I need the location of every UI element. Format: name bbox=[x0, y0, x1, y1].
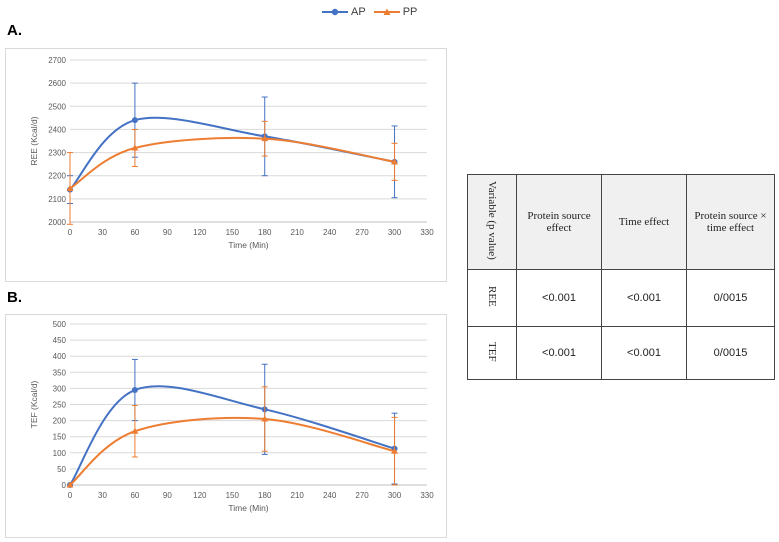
y-axis-label: TEF (Kcal/d) bbox=[29, 380, 39, 428]
y-tick-label: 250 bbox=[53, 401, 67, 410]
table-header-interaction: Protein source × time effect bbox=[686, 174, 775, 270]
series-line-ap bbox=[69, 385, 395, 486]
chart-frame-ree bbox=[5, 48, 447, 282]
x-tick-label: 60 bbox=[130, 228, 139, 237]
data-point-pp bbox=[131, 144, 139, 151]
chart-legend: AP PP bbox=[322, 4, 417, 20]
panel-label-a: A. bbox=[7, 22, 22, 39]
x-axis-label: Time (Min) bbox=[228, 503, 268, 513]
y-tick-label: 2700 bbox=[48, 56, 66, 65]
data-point-pp bbox=[391, 447, 399, 454]
x-tick-label: 210 bbox=[291, 491, 305, 500]
x-tick-label: 180 bbox=[258, 228, 272, 237]
y-tick-label: 200 bbox=[53, 417, 67, 426]
y-tick-label: 300 bbox=[53, 384, 67, 393]
x-tick-label: 270 bbox=[355, 491, 369, 500]
table-cell: <0.001 bbox=[601, 326, 687, 380]
x-tick-label: 330 bbox=[420, 228, 434, 237]
table-cell: 0/0015 bbox=[686, 326, 775, 380]
data-point-pp bbox=[261, 135, 269, 142]
x-tick-label: 240 bbox=[323, 228, 337, 237]
y-tick-label: 2600 bbox=[48, 79, 66, 88]
y-tick-label: 100 bbox=[53, 449, 67, 458]
table-header-variable: Variable (p value) bbox=[467, 174, 517, 270]
legend-ap-label: AP bbox=[351, 6, 366, 18]
chart-frame-tef bbox=[5, 314, 447, 538]
stats-table: Variable (p value) Protein source effect… bbox=[467, 174, 775, 380]
x-tick-label: 300 bbox=[388, 228, 402, 237]
data-point-pp bbox=[66, 481, 74, 488]
x-tick-label: 90 bbox=[163, 491, 172, 500]
data-point-pp bbox=[66, 184, 74, 191]
x-tick-label: 90 bbox=[163, 228, 172, 237]
y-tick-label: 0 bbox=[62, 481, 67, 490]
legend-ap-marker bbox=[322, 8, 348, 16]
x-axis-label: Time (Min) bbox=[228, 240, 268, 250]
y-tick-label: 2000 bbox=[48, 218, 66, 227]
panel-label-b: B. bbox=[7, 289, 22, 306]
x-tick-label: 30 bbox=[98, 491, 107, 500]
y-tick-label: 2200 bbox=[48, 172, 66, 181]
table-row-label: REE bbox=[467, 269, 517, 327]
x-tick-label: 240 bbox=[323, 491, 337, 500]
x-tick-label: 30 bbox=[98, 228, 107, 237]
y-tick-label: 450 bbox=[53, 336, 67, 345]
x-tick-label: 150 bbox=[226, 228, 240, 237]
data-point-ap bbox=[131, 387, 138, 394]
x-tick-label: 0 bbox=[68, 228, 73, 237]
table-cell: <0.001 bbox=[516, 269, 602, 327]
x-tick-label: 60 bbox=[130, 491, 139, 500]
series-line-pp bbox=[69, 416, 395, 486]
data-point-pp bbox=[131, 427, 139, 434]
y-tick-label: 400 bbox=[53, 352, 67, 361]
y-tick-label: 500 bbox=[53, 320, 67, 329]
data-point-pp bbox=[261, 415, 269, 422]
x-tick-label: 210 bbox=[291, 228, 305, 237]
x-tick-label: 150 bbox=[226, 491, 240, 500]
legend-pp-label: PP bbox=[402, 6, 418, 18]
data-point-ap bbox=[131, 117, 138, 124]
y-axis-label: REE (Kcal/d) bbox=[29, 116, 39, 165]
y-tick-label: 150 bbox=[53, 433, 67, 442]
legend-item-ap: AP bbox=[322, 6, 366, 18]
y-tick-label: 2500 bbox=[48, 102, 66, 111]
y-tick-label: 2300 bbox=[48, 149, 66, 158]
y-tick-label: 2100 bbox=[48, 195, 66, 204]
data-point-pp bbox=[391, 158, 399, 165]
table-header-protein: Protein source effect bbox=[516, 174, 602, 270]
table-header-row: Variable (p value) Protein source effect… bbox=[467, 174, 775, 270]
x-tick-label: 120 bbox=[193, 228, 207, 237]
table-row: REE <0.001 <0.001 0/0015 bbox=[467, 269, 775, 327]
legend-pp-marker bbox=[373, 8, 400, 15]
x-tick-label: 270 bbox=[355, 228, 369, 237]
x-tick-label: 300 bbox=[388, 491, 402, 500]
x-tick-label: 120 bbox=[193, 491, 207, 500]
x-tick-label: 180 bbox=[258, 491, 272, 500]
table-cell: <0.001 bbox=[516, 326, 602, 380]
y-tick-label: 2400 bbox=[48, 125, 66, 134]
table-row-label: TEF bbox=[467, 326, 517, 380]
table-header-time: Time effect bbox=[601, 174, 687, 270]
series-line-pp bbox=[69, 136, 395, 190]
y-tick-label: 350 bbox=[53, 368, 67, 377]
x-tick-label: 0 bbox=[68, 491, 73, 500]
table-row: TEF <0.001 <0.001 0/0015 bbox=[467, 326, 775, 380]
table-cell: <0.001 bbox=[601, 269, 687, 327]
legend-item-pp: PP bbox=[373, 6, 418, 18]
y-tick-label: 50 bbox=[57, 465, 66, 474]
x-tick-label: 330 bbox=[420, 491, 434, 500]
table-cell: 0/0015 bbox=[686, 269, 775, 327]
